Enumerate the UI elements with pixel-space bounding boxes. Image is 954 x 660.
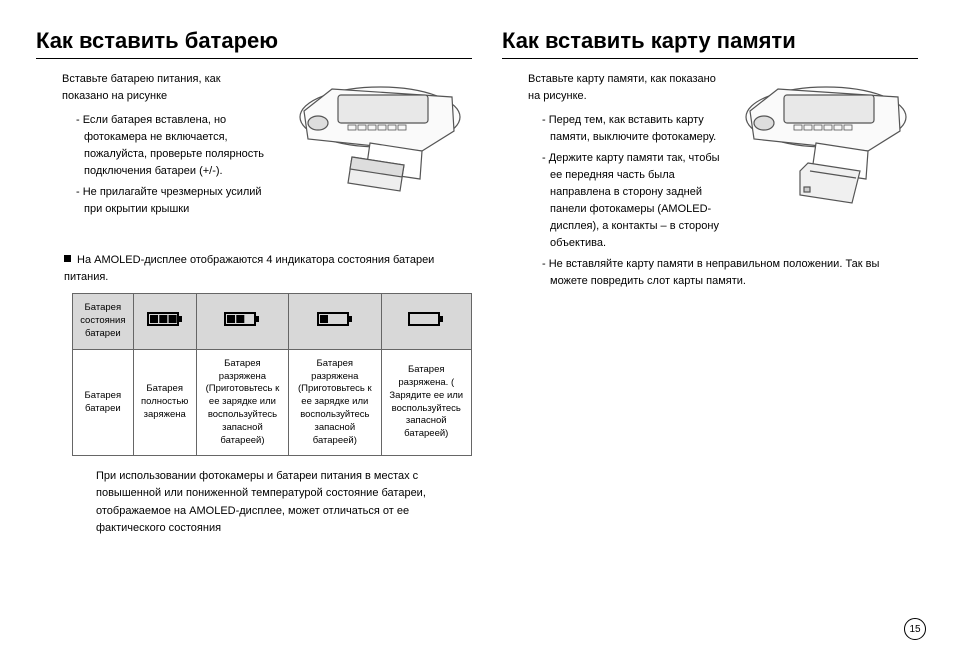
battery-heading: Как вставить батарею	[36, 28, 472, 59]
battery-intro: Вставьте батарею питания, как показано н…	[62, 71, 280, 104]
memcard-bullet: - Держите карту памяти так, чтобы ее пер…	[542, 150, 726, 252]
battery-bullet: - Не прилагайте чрезмерных усилий при ок…	[76, 184, 280, 218]
memcard-heading: Как вставить карту памяти	[502, 28, 918, 59]
table-header-label: Батарея состояния батареи	[73, 294, 134, 349]
table-intro: На AMOLED-дисплее отображаются 4 индикат…	[64, 252, 472, 285]
memcard-bullet: - Перед тем, как вставить карту памяти, …	[542, 112, 726, 146]
page-number: 15	[904, 618, 926, 640]
battery-status-table: Батарея состояния батареи Батарея батаре…	[72, 293, 472, 456]
battery-bullet: - Если батарея вставлена, но фотокамера …	[76, 112, 280, 180]
memcard-bullets: - Перед тем, как вставить карту памяти, …	[542, 112, 726, 252]
battery-icon-cell	[133, 294, 196, 349]
camera-memcard-illustration	[738, 71, 918, 216]
memcard-column: Как вставить карту памяти Вставьте карту…	[502, 28, 918, 537]
table-cell: Батарея разряжена (Приготовьтесь к ее за…	[196, 349, 288, 456]
table-row-label: Батарея батареи	[73, 349, 134, 456]
memcard-bullet: - Не вставляйте карту памяти в неправиль…	[542, 256, 918, 290]
table-cell: Батарея полностью заряжена	[133, 349, 196, 456]
battery-icon-cell	[289, 294, 381, 349]
battery-bullets: - Если батарея вставлена, но фотокамера …	[76, 112, 280, 218]
bullet-square-icon	[64, 255, 71, 262]
table-cell: Батарея разряжена (Приготовьтесь к ее за…	[289, 349, 381, 456]
battery-footnote: При использовании фотокамеры и батареи п…	[96, 468, 456, 536]
battery-icon-cell	[381, 294, 472, 349]
camera-battery-illustration	[292, 71, 472, 206]
battery-icon-cell	[196, 294, 288, 349]
table-cell: Батарея разряжена. ( Зарядите ее или вос…	[381, 349, 472, 456]
memcard-bullets-after: - Не вставляйте карту памяти в неправиль…	[542, 256, 918, 290]
memcard-intro: Вставьте карту памяти, как показано на р…	[528, 71, 726, 104]
battery-column: Как вставить батарею Вставьте батарею пи…	[36, 28, 472, 537]
